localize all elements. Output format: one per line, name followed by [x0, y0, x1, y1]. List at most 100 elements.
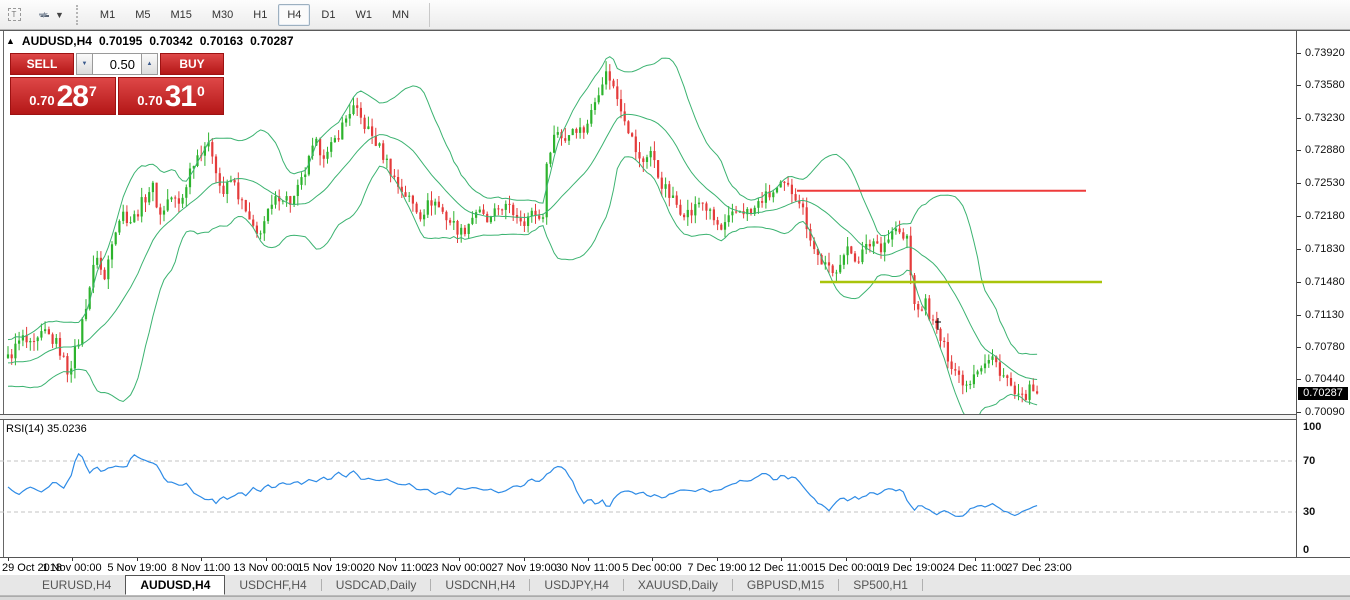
timeframe-button-w1[interactable]: W1 — [355, 8, 372, 21]
chart-tab-audusd-h4[interactable]: AUDUSD,H4 — [125, 575, 226, 595]
price-tick-mark — [1297, 379, 1301, 380]
price-tick-mark — [1297, 150, 1301, 151]
tab-divider — [430, 579, 432, 591]
sell-price-prefix: 0.70 — [29, 93, 55, 108]
chart-tab-eurusd-h4[interactable]: EURUSD,H4 — [42, 578, 112, 592]
chart-window: ▲ AUDUSD,H4 0.70195 0.70342 0.70163 0.70… — [0, 30, 1350, 576]
toolbar: T ▼ M1 M5 M15 M30 H1 H4 D1 W1 MN — [0, 0, 1350, 30]
chart-template-icon[interactable]: T — [4, 6, 24, 24]
one-click-trading-panel: SELL ▼ 0.50 ▲ BUY 0.70 28 7 0.70 31 0 — [10, 53, 224, 115]
time-scale[interactable]: 29 Oct 2018 1 Nov 00:00 5 Nov 19:00 8 Nov 1… — [0, 557, 1350, 576]
timeframe-button-h4[interactable]: H4 — [278, 3, 311, 26]
dropdown-caret-icon[interactable]: ▼ — [55, 9, 64, 20]
price-scale[interactable]: 0.73920 0.73580 0.73230 0.72880 0.72530 0.721… — [1296, 31, 1350, 557]
symbol-ohlc-title: ▲ AUDUSD,H4 0.70195 0.70342 0.70163 0.70… — [6, 34, 294, 48]
price-tick-label: 0.71830 — [1305, 243, 1345, 255]
time-tick-mark — [975, 558, 976, 561]
pane-splitter[interactable] — [0, 414, 1296, 420]
timeframe-button-mn[interactable]: MN — [391, 8, 410, 21]
tab-divider — [622, 579, 624, 591]
sell-price-big: 28 — [56, 80, 89, 113]
volume-decrease-button[interactable]: ▼ — [76, 53, 93, 75]
timeframe-button-m30[interactable]: M30 — [211, 8, 234, 21]
price-tick-label: 0.72880 — [1305, 144, 1345, 156]
chart-tab-gbpusd-m15[interactable]: GBPUSD,M15 — [746, 578, 825, 592]
time-tick-mark — [1039, 558, 1040, 561]
price-tick-label: 0.70780 — [1305, 341, 1345, 353]
time-tick-mark — [8, 558, 9, 561]
price-tick-mark — [1297, 412, 1301, 413]
price-tick-mark — [1297, 315, 1301, 316]
time-tick-label: 27 Nov 19:00 — [491, 562, 557, 574]
toolbar-grip[interactable] — [75, 4, 82, 25]
time-tick-label: 24 Dec 11:00 — [942, 562, 1008, 574]
time-tick-mark — [459, 558, 460, 561]
timeframe-button-m5[interactable]: M5 — [135, 8, 151, 21]
main-chart-canvas[interactable] — [0, 31, 1296, 414]
chart-tab-usdcnh-h4[interactable]: USDCNH,H4 — [445, 578, 516, 592]
time-tick-mark — [717, 558, 718, 561]
one-click-collapse-icon[interactable]: ▲ — [6, 36, 15, 46]
volume-increase-button[interactable]: ▲ — [141, 53, 158, 75]
price-tick-mark — [1297, 118, 1301, 119]
rsi-scale-label: 30 — [1303, 506, 1316, 518]
time-tick-mark — [266, 558, 267, 561]
bollinger-upper-band — [7, 56, 1038, 355]
rsi-indicator-label: RSI(14) 35.0236 — [6, 423, 87, 435]
buy-price-big: 31 — [164, 80, 197, 113]
current-price-badge: 0.70287 — [1298, 387, 1348, 400]
buy-price-button[interactable]: 0.70 31 0 — [118, 77, 224, 115]
tab-divider — [921, 579, 923, 591]
time-tick-label: 7 Dec 19:00 — [687, 562, 747, 574]
time-tick-label: 13 Nov 00:00 — [233, 562, 299, 574]
bollinger-middle-band — [7, 113, 1038, 380]
price-tick-mark — [1297, 53, 1301, 54]
time-tick-label: 23 Nov 00:00 — [426, 562, 492, 574]
timeframe-button-h1[interactable]: H1 — [253, 8, 268, 21]
timeframe-toolbar: M1 M5 M15 M30 H1 H4 D1 W1 MN — [90, 3, 419, 26]
time-tick-mark — [330, 558, 331, 561]
chart-tab-sp500-h1[interactable]: SP500,H1 — [853, 578, 908, 592]
buy-button[interactable]: BUY — [160, 53, 224, 75]
tab-divider — [731, 579, 733, 591]
time-tick-label: 15 Dec 00:00 — [813, 562, 879, 574]
time-tick-mark — [524, 558, 525, 561]
chart-tab-usdcad-daily[interactable]: USDCAD,Daily — [335, 578, 417, 592]
price-tick-mark — [1297, 216, 1301, 217]
chart-tab-usdchf-h4[interactable]: USDCHF,H4 — [239, 578, 307, 592]
time-tick-mark — [781, 558, 782, 561]
sell-price-button[interactable]: 0.70 28 7 — [10, 77, 116, 115]
time-tick-mark — [137, 558, 138, 561]
tab-divider — [320, 579, 322, 591]
time-tick-label: 1 Nov 00:00 — [42, 562, 102, 574]
sell-price-pip: 7 — [88, 83, 97, 99]
time-tick-mark — [652, 558, 653, 561]
price-tick-label: 0.73580 — [1305, 79, 1345, 91]
window-bottom-strip — [0, 596, 1350, 600]
chart-tab-usdjpy-h4[interactable]: USDJPY,H4 — [544, 578, 609, 592]
price-tick-mark — [1297, 282, 1301, 283]
volume-input[interactable]: 0.50 — [93, 53, 141, 75]
rsi-chart-canvas[interactable] — [0, 420, 1296, 557]
timeframe-button-m15[interactable]: M15 — [170, 8, 192, 21]
buy-price-pip: 0 — [196, 83, 205, 99]
timeframe-button-m1[interactable]: M1 — [99, 8, 116, 21]
time-tick-label: 12 Dec 11:00 — [748, 562, 814, 574]
chart-tab-xauusd-daily[interactable]: XAUUSD,Daily — [637, 578, 718, 592]
price-tick-label: 0.73230 — [1305, 112, 1345, 124]
price-tick-mark — [1297, 85, 1301, 86]
bollinger-lower-band — [7, 156, 1038, 414]
time-tick-mark — [395, 558, 396, 561]
quote-high: 0.70342 — [149, 34, 193, 48]
timeframe-button-d1[interactable]: D1 — [321, 8, 336, 21]
toolbar-divider — [429, 2, 431, 27]
symbols-arrows-icon[interactable] — [34, 6, 54, 24]
sell-button[interactable]: SELL — [10, 53, 74, 75]
candle-bodies — [6, 71, 1039, 400]
price-tick-label: 0.71480 — [1305, 276, 1345, 288]
price-tick-label: 0.70440 — [1305, 373, 1345, 385]
buy-price-prefix: 0.70 — [137, 93, 163, 108]
swap-arrows-icon — [39, 11, 49, 18]
time-tick-mark — [846, 558, 847, 561]
